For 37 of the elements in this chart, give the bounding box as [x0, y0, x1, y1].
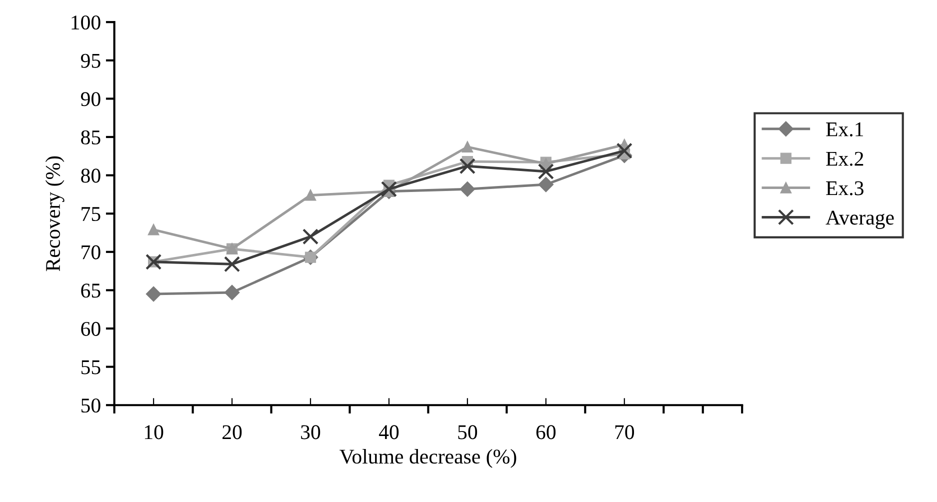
legend-label: Average — [826, 210, 894, 229]
y-tick-label: 75 — [82, 207, 100, 222]
x-axis-title: Volume decrease (%) — [340, 449, 516, 468]
point — [462, 141, 473, 153]
x-tick-label: 60 — [536, 425, 556, 440]
y-tick-label: 100 — [72, 15, 100, 30]
x-tick-label: 20 — [222, 425, 242, 440]
point — [616, 142, 632, 159]
point — [459, 158, 476, 174]
legend-label: Ex.3 — [826, 181, 864, 196]
y-tick-label: 90 — [80, 92, 100, 106]
y-axis-title: Recovery (%) — [45, 156, 64, 272]
point — [146, 286, 162, 302]
x-tick-label: 30 — [301, 425, 320, 440]
x-tick-label: 10 — [144, 425, 164, 440]
y-tick-label: 80 — [81, 168, 100, 183]
y-tick-label: 95 — [80, 54, 100, 68]
point — [148, 224, 160, 236]
y-tick-label: 55 — [81, 360, 100, 374]
point — [224, 284, 240, 300]
y-tick-label: 65 — [81, 284, 100, 298]
legend-label: Ex.1 — [826, 122, 864, 136]
point — [304, 190, 316, 201]
point — [460, 182, 476, 197]
point — [538, 163, 554, 180]
legend-label: Ex.2 — [826, 152, 864, 166]
point — [302, 228, 319, 245]
y-tick-label: 85 — [81, 130, 100, 144]
x-tick-label: 50 — [458, 425, 478, 440]
y-tick-label: 70 — [82, 245, 100, 260]
x-tick-label: 70 — [615, 425, 634, 440]
point — [538, 176, 554, 192]
x-tick-label: 40 — [378, 425, 399, 440]
point — [380, 181, 398, 198]
y-tick-label: 60 — [81, 322, 100, 336]
y-tick-label: 50 — [81, 398, 100, 413]
point — [224, 256, 240, 272]
